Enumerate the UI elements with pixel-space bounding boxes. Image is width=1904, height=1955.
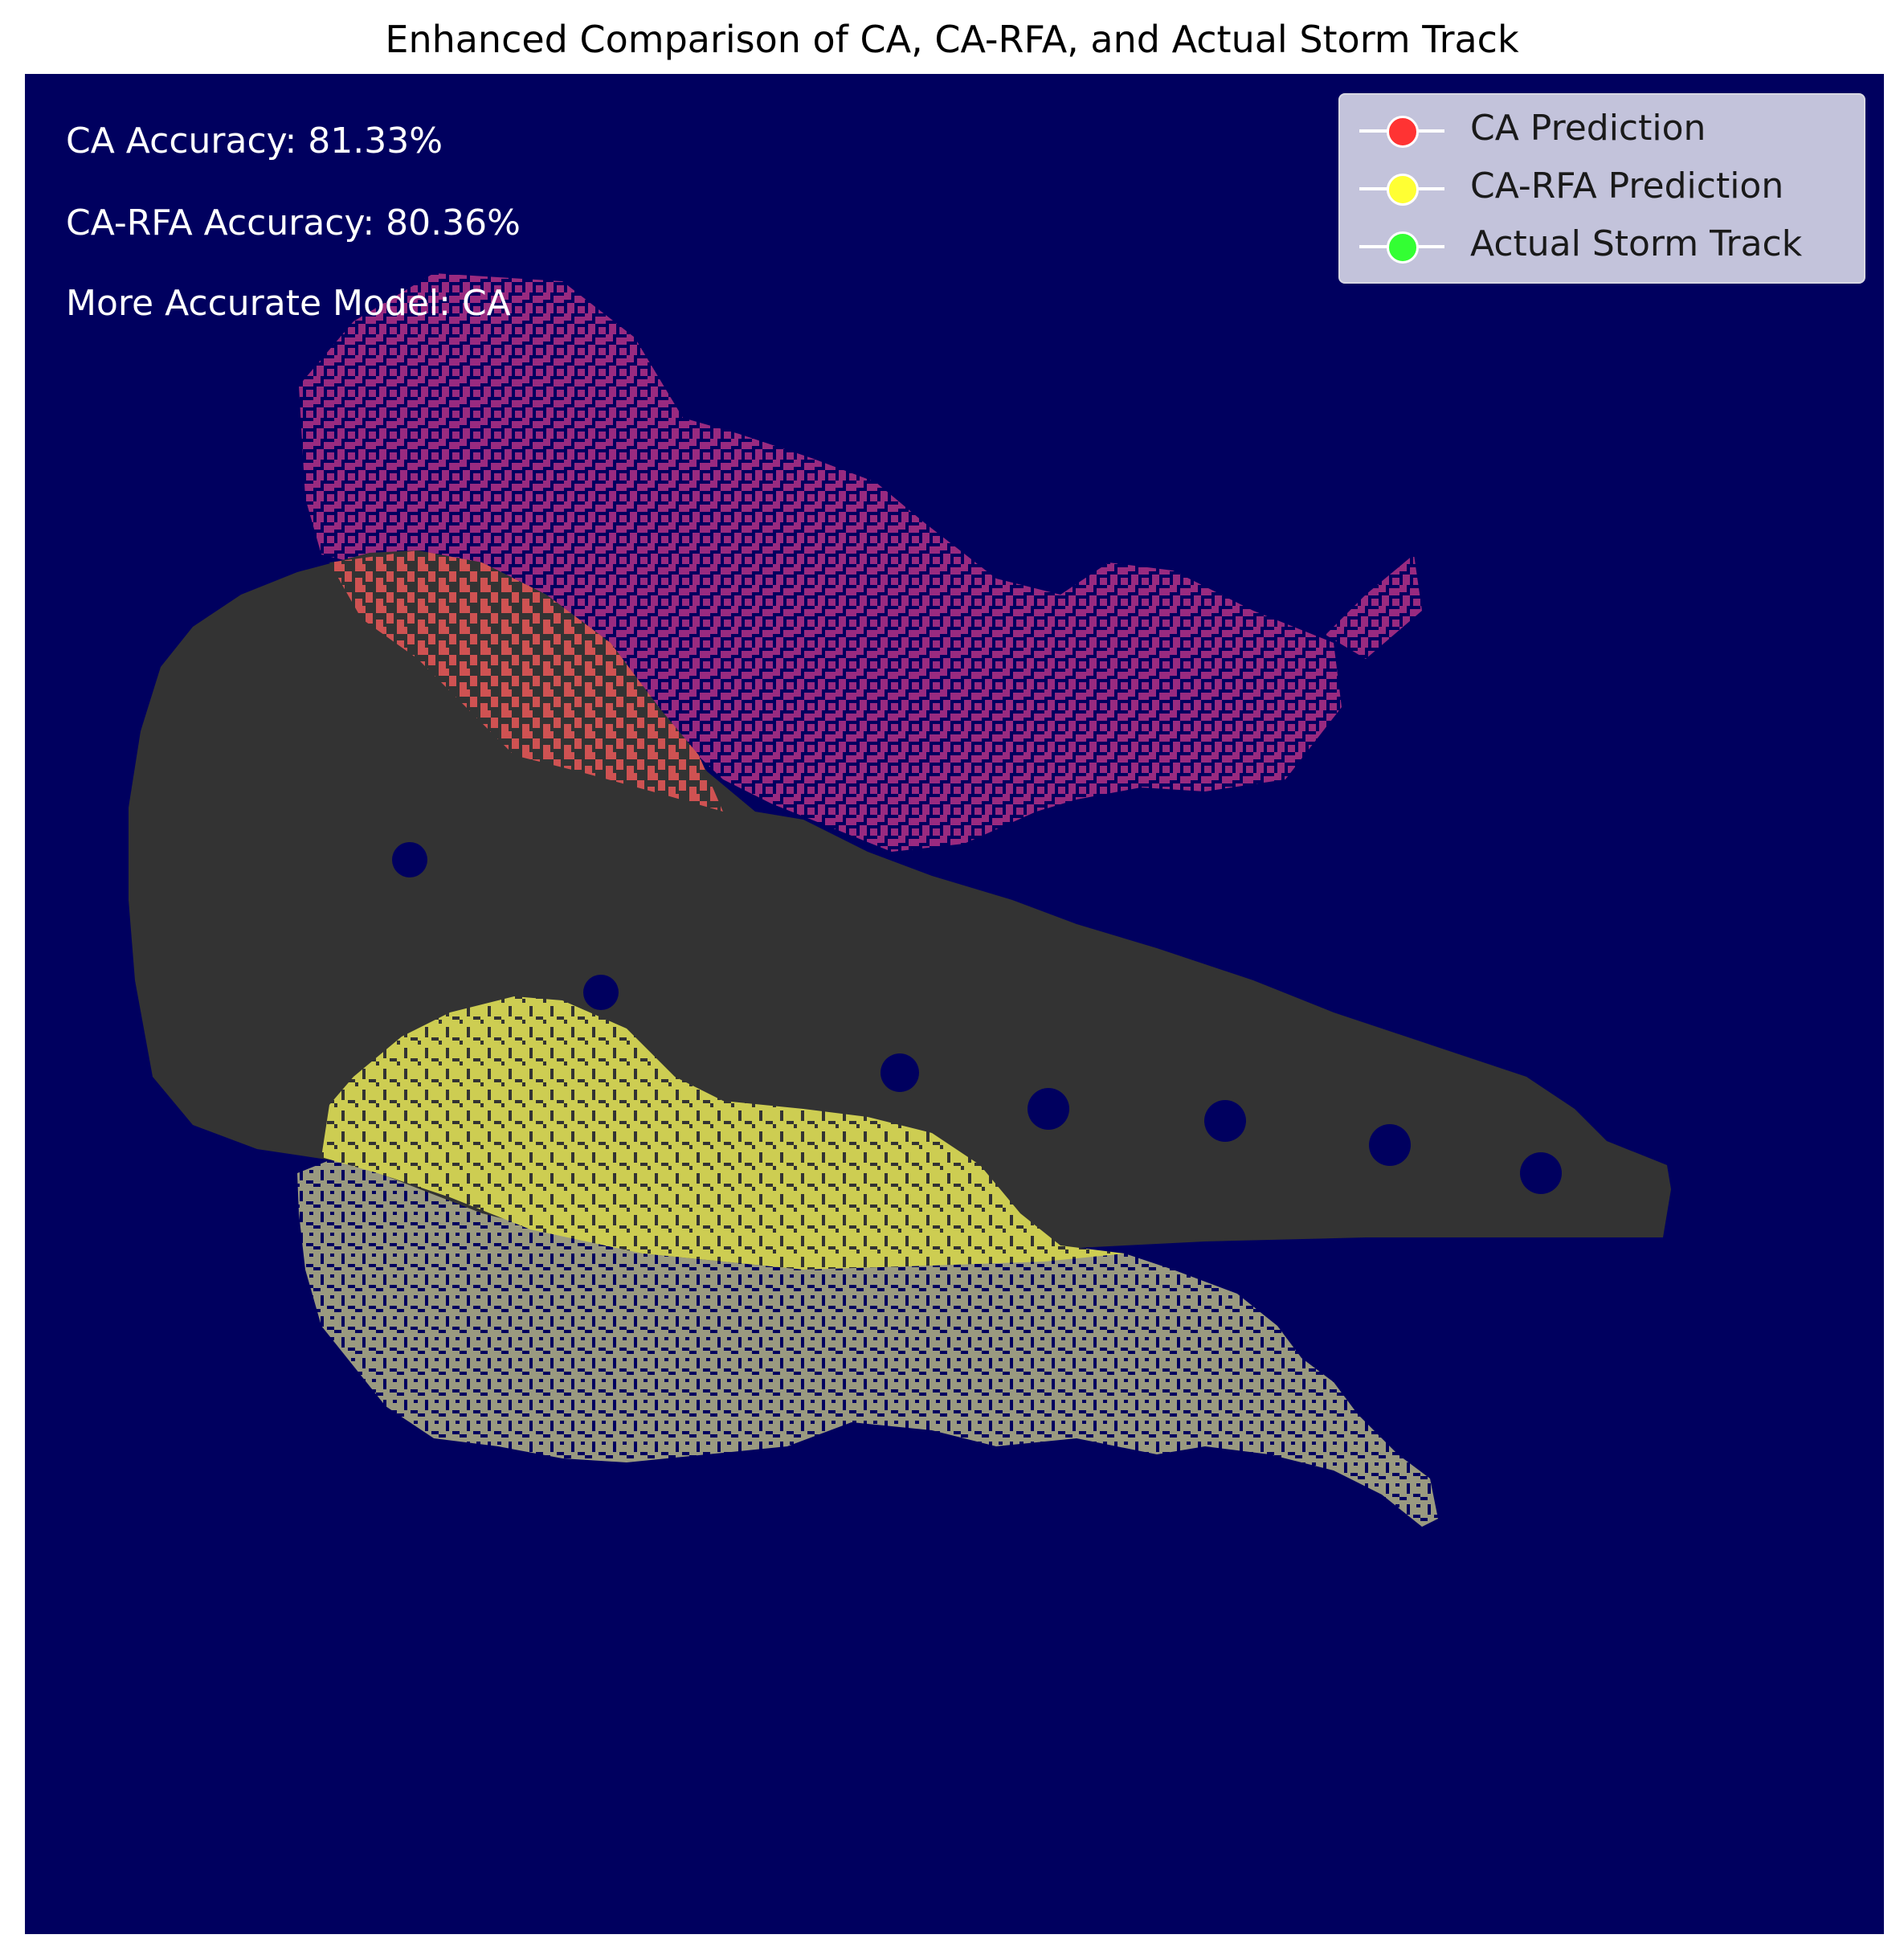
legend-label-carfa: CA-RFA Prediction bbox=[1470, 166, 1784, 207]
chart-title: Enhanced Comparison of CA, CA-RFA, and A… bbox=[385, 18, 1519, 61]
legend: CA Prediction CA-RFA Prediction Actual S… bbox=[1338, 93, 1865, 284]
track-hole bbox=[1520, 1152, 1562, 1194]
track-hole bbox=[583, 975, 619, 1010]
track-hole bbox=[1369, 1124, 1411, 1166]
track-hole bbox=[1204, 1100, 1246, 1142]
legend-label-track: Actual Storm Track bbox=[1470, 223, 1803, 264]
track-hole bbox=[392, 842, 427, 877]
ca-only-region bbox=[299, 273, 1342, 852]
more-accurate-model-text: More Accurate Model: CA bbox=[66, 283, 511, 324]
track-hole bbox=[880, 1053, 919, 1092]
ca-accuracy-text: CA Accuracy: 81.33% bbox=[66, 121, 443, 162]
carfa-only-region bbox=[297, 1157, 1438, 1527]
track-hole bbox=[1028, 1088, 1069, 1130]
legend-label-ca: CA Prediction bbox=[1470, 108, 1706, 149]
legend-item-carfa: CA-RFA Prediction bbox=[1340, 161, 1864, 217]
carfa-accuracy-text: CA-RFA Accuracy: 80.36% bbox=[66, 202, 521, 243]
ca-track-overlap bbox=[329, 550, 723, 812]
legend-item-track: Actual Storm Track bbox=[1340, 219, 1864, 275]
legend-marker-carfa bbox=[1387, 174, 1419, 206]
legend-marker-track bbox=[1387, 231, 1419, 264]
ca-only-tail bbox=[1326, 554, 1422, 659]
legend-marker-ca bbox=[1387, 116, 1419, 148]
carfa-track-overlap bbox=[321, 996, 1125, 1270]
legend-item-ca: CA Prediction bbox=[1340, 103, 1864, 159]
